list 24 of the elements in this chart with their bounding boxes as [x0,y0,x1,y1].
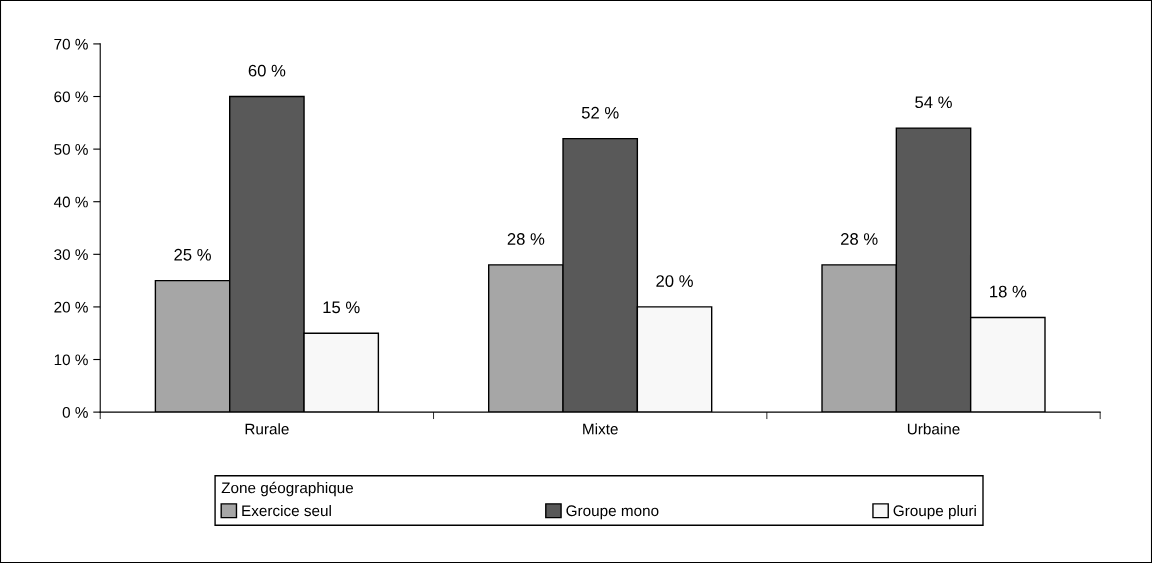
data-label: 54 % [915,96,952,109]
x-tick-label: Mixte [583,423,618,435]
y-tick-label: 60 % [54,91,88,103]
data-label: 20 % [656,275,693,287]
y-tick-label: 0 % [62,406,88,418]
legend-title: Zone géographique [221,481,354,497]
data-label: 25 % [174,248,211,261]
y-tick-label: 40 % [53,196,88,208]
data-label: 60 % [248,64,286,77]
legend-label: Exercice seul [242,504,331,517]
legend-label: Groupe mono [566,505,659,520]
legend-label: Groupe pluri [893,504,976,520]
y-tick-label: 20 % [54,301,88,313]
data-label: 52 % [581,106,619,119]
y-tick-label: 70 % [54,38,88,50]
data-label: 28 % [507,233,545,245]
y-tick-label: 50 % [54,143,88,155]
x-tick-label: Urbaine [907,423,960,435]
y-tick-label: 30 % [54,249,88,260]
data-label: 18 % [990,285,1027,298]
x-tick-label: Rurale [245,423,289,435]
y-tick-label: 10 % [54,354,88,366]
data-label: 15 % [323,301,360,314]
data-label: 28 % [841,233,878,245]
